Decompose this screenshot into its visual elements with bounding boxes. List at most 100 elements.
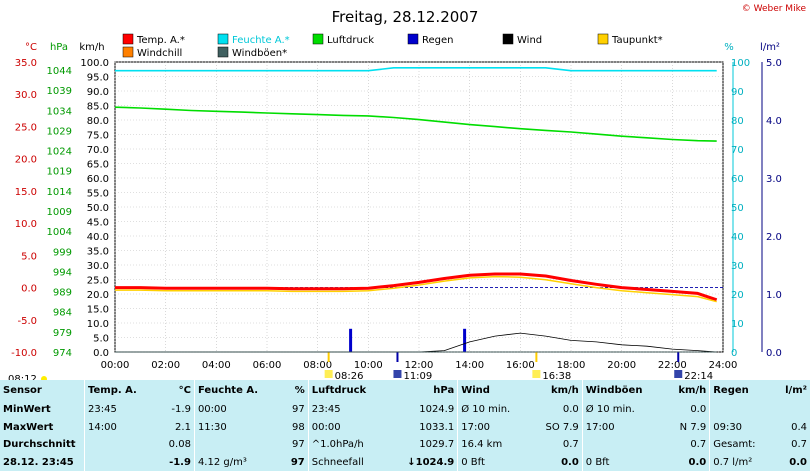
rain-desc: 0.7 l/m² — [709, 453, 774, 471]
humidity-tick-label: 60 — [731, 174, 744, 185]
header-pressure: Luftdruck — [307, 380, 388, 401]
pressure-tick-label: 994 — [53, 267, 72, 278]
wind-tick-label: 50.0 — [87, 203, 109, 214]
rain-value: 0.7 — [791, 439, 807, 451]
sunrise-icon — [324, 370, 333, 378]
wind-tick-label: 40.0 — [87, 232, 109, 243]
wind-tick-label: 5.0 — [93, 334, 109, 345]
pressure-tick-label: 974 — [53, 348, 72, 359]
chart-title: Freitag, 28.12.2007 — [332, 8, 479, 26]
pressure-tick-label: 1044 — [47, 66, 72, 77]
series-line-luftdruck — [114, 106, 717, 142]
wind-value: 0.0 — [561, 456, 579, 468]
rain-desc: Gesamt: — [709, 436, 774, 454]
gust-desc: 17:00 — [581, 418, 665, 436]
wind-tick-label: 75.0 — [87, 131, 109, 142]
stats-row-current: 28.12. 23:45 -1.9 4.12 g/m³ 97 Schneefal… — [0, 453, 810, 471]
header-temp-unit: °C — [178, 385, 191, 396]
wind-tick-label: 95.0 — [87, 73, 109, 84]
humidity-time: 00:00 — [193, 401, 282, 419]
wind-tick-label: 85.0 — [87, 102, 109, 113]
time-tick-label: 04:00 — [202, 360, 231, 371]
pressure-trend: ^1.0hPa/h — [307, 436, 388, 454]
wind-tick-label: 35.0 — [87, 247, 109, 258]
pressure-time: 23:45 — [307, 401, 388, 419]
temp-time: 14:00 — [83, 418, 157, 436]
legend-label: Temp. A.* — [136, 35, 185, 46]
rain-desc: 09:30 — [709, 418, 774, 436]
stats-row-min: MinWert 23:45 -1.9 00:00 97 23:45 1024.9… — [0, 401, 810, 419]
humidity-tick-label: 80 — [731, 116, 744, 127]
pressure-tick-label: 1029 — [47, 126, 72, 137]
rain-value: 0.0 — [789, 456, 807, 468]
rain-bar — [463, 328, 467, 352]
pressure-tick-label: 1004 — [47, 227, 72, 238]
time-tick-label: 02:00 — [151, 360, 180, 371]
time-tick-label: 08:00 — [303, 360, 332, 371]
humidity-value: 97 — [292, 439, 305, 451]
humidity-time — [193, 436, 282, 454]
wind-desc: 16.4 km — [457, 436, 531, 454]
temp-tick-label: 0.0 — [21, 284, 37, 295]
pressure-value: 1033.1 — [419, 421, 455, 433]
legend-swatch — [407, 33, 419, 45]
legend-swatch — [502, 33, 514, 45]
temp-tick-label: 5.0 — [21, 251, 37, 262]
header-gust-unit: km/h — [678, 385, 707, 396]
wind-tick-label: 0.0 — [93, 348, 109, 359]
stats-row-max: MaxWert 14:00 2.1 11:30 98 00:00 1033.1 … — [0, 418, 810, 436]
stats-header-row: Sensor Temp. A. °C Feuchte A. % Luftdruc… — [0, 380, 810, 401]
temp-tick-label: 25.0 — [15, 122, 37, 133]
sunset-label: 16:38 — [542, 371, 571, 380]
legend-swatch — [217, 46, 229, 58]
pressure-value: ↓1024.9 — [407, 456, 455, 468]
pressure-tick-label: 1034 — [47, 106, 72, 117]
pressure-value: 1029.7 — [419, 439, 455, 451]
humidity-time: 11:30 — [193, 418, 282, 436]
header-humidity-unit: % — [294, 385, 305, 396]
time-tick-label: 22:00 — [658, 360, 687, 371]
time-tick-label: 18:00 — [557, 360, 586, 371]
pressure-tick-label: 1039 — [47, 86, 72, 97]
rain-value: 0.4 — [791, 421, 807, 433]
legend-label: Luftdruck — [327, 35, 374, 46]
temp-axis-unit: °C — [25, 42, 37, 53]
temp-value: -1.9 — [171, 404, 191, 416]
header-temp: Temp. A. — [83, 380, 157, 401]
pressure-tick-label: 979 — [53, 328, 72, 339]
temp-tick-label: 15.0 — [15, 187, 37, 198]
humidity-tick-label: 40 — [731, 232, 744, 243]
temp-value: 2.1 — [175, 421, 191, 433]
time-tick-label: 16:00 — [506, 360, 535, 371]
series-line-temp-a — [115, 272, 718, 302]
sunset-icon — [532, 370, 541, 378]
temp-tick-label: -10.0 — [11, 348, 37, 359]
humidity-axis-unit: % — [724, 42, 734, 53]
row-label: 28.12. 23:45 — [3, 456, 74, 468]
header-gust: Windböen — [581, 380, 665, 401]
wind-tick-label: 70.0 — [87, 145, 109, 156]
humidity-tick-label: 0 — [731, 348, 737, 359]
time-tick-label: 12:00 — [405, 360, 434, 371]
rain-tick-label: 4.0 — [766, 116, 782, 127]
legend-label: Windchill — [137, 48, 182, 59]
series-line-feuchte-a — [115, 67, 717, 72]
moonrise-label: 11:09 — [403, 371, 432, 380]
rain-tick-label: 0.0 — [766, 348, 782, 359]
row-label: MinWert — [3, 404, 51, 416]
credit-text: © Weber Mike — [741, 4, 806, 14]
time-tick-label: 00:00 — [101, 360, 130, 371]
legend-label: Windböen* — [232, 48, 287, 59]
header-humidity: Feuchte A. — [193, 380, 282, 401]
rain-bar — [349, 328, 353, 352]
series-line-taupunkt — [115, 275, 717, 303]
wind-tick-label: 20.0 — [87, 290, 109, 301]
gust-value: 0.0 — [688, 456, 707, 468]
temp-time — [83, 436, 157, 454]
header-rain-unit: l/m² — [785, 385, 807, 396]
humidity-tick-label: 30 — [731, 261, 744, 272]
wind-tick-label: 25.0 — [87, 276, 109, 287]
wind-tick-label: 45.0 — [87, 218, 109, 229]
gust-desc — [581, 436, 665, 454]
row-label: MaxWert — [3, 421, 54, 433]
